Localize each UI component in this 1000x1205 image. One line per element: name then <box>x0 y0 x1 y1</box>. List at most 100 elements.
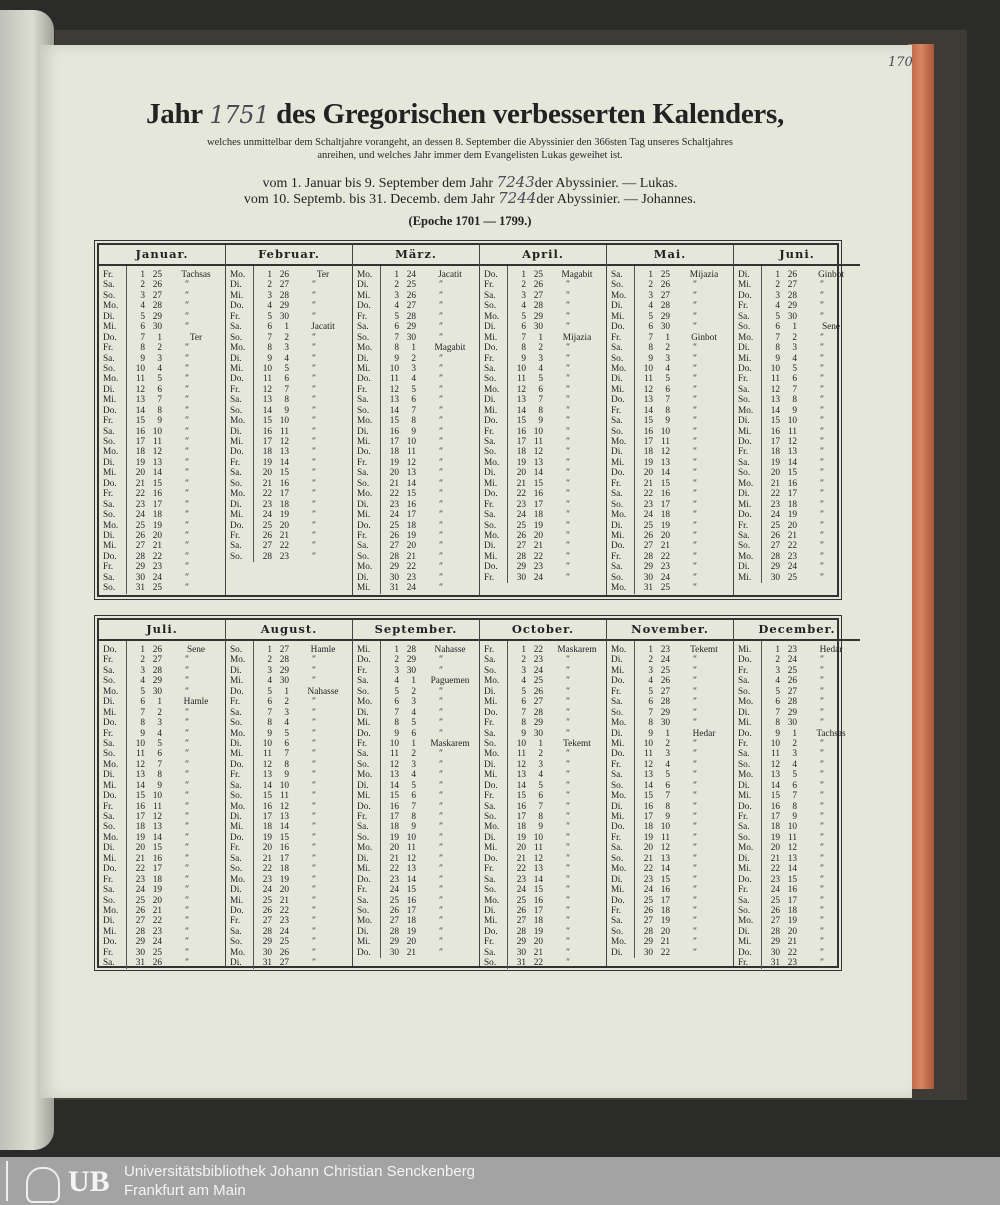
day-row: Do. 11 3 ″ <box>607 749 733 759</box>
weekday: Sa. <box>230 541 242 552</box>
abyssinian-month: ″ <box>185 562 189 573</box>
abyssinian-day: 17 <box>152 499 162 510</box>
gregorian-day: 29 <box>643 937 653 948</box>
day-row: Mo. 8 3 ″ <box>226 343 352 353</box>
gregorian-day: 2 <box>394 280 399 291</box>
abyssinian-day: 25 <box>660 665 670 676</box>
abyssinian-day: 19 <box>660 520 670 531</box>
abyssinian-month: ″ <box>566 384 570 395</box>
day-row: Fr. 20 16 ″ <box>226 843 352 853</box>
day-row: Fr. 7 1 Ginbot <box>607 333 733 343</box>
abyssinian-day: 8 <box>665 405 670 416</box>
abyssinian-month: ″ <box>566 447 570 458</box>
weekday: Mi. <box>738 937 752 948</box>
abyssinian-day: 27 <box>279 280 289 291</box>
weekday: Sa. <box>738 311 750 322</box>
abyssinian-month: ″ <box>820 290 824 301</box>
day-row: Do. 2 29 ″ <box>353 655 479 665</box>
abyssinian-day: 9 <box>792 812 797 822</box>
weekday: Sa. <box>611 270 623 280</box>
abyssinian-month: ″ <box>312 780 316 791</box>
gregorian-day: 10 <box>389 738 399 749</box>
abyssinian-day: 25 <box>533 270 543 280</box>
weekday: So. <box>103 583 116 594</box>
month-column: November. Mo. 1 23 Tekemt Di. 2 24 ″ Mi. 3 25 ″ Do. 4 2… <box>607 620 734 966</box>
abyssinian-month: ″ <box>693 551 697 562</box>
gregorian-day: 18 <box>643 447 653 458</box>
weekday: Fr. <box>357 457 368 468</box>
day-row: So. 1 27 Hamle <box>226 645 352 655</box>
day-row: Mo. 1 23 Tekemt <box>607 645 733 655</box>
gregorian-day: 17 <box>770 437 780 447</box>
weekday: Mi. <box>103 395 117 406</box>
abyssinian-month: ″ <box>185 843 189 854</box>
weekday: So. <box>103 676 116 687</box>
gregorian-day: 18 <box>770 447 780 458</box>
abyssinian-month: ″ <box>312 728 316 739</box>
abyssinian-month: ″ <box>693 812 697 822</box>
day-row: Fr. 22 16 ″ <box>99 489 225 499</box>
gregorian-day: 29 <box>262 937 272 948</box>
abyssinian-day: 25 <box>660 270 670 280</box>
day-row: Sa. 27 22 ″ <box>226 541 352 551</box>
weekday: So. <box>738 686 751 697</box>
gregorian-day: 7 <box>267 332 272 343</box>
weekday: Di. <box>103 697 115 708</box>
abyssinian-month: Ter <box>316 270 330 280</box>
day-row: Mi. 26 20 ″ <box>607 531 733 541</box>
day-row: Di. 27 21 ″ <box>480 541 606 551</box>
abyssinian-month: ″ <box>439 686 443 697</box>
abyssinian-day: 27 <box>533 697 543 708</box>
gregorian-day: 10 <box>643 738 653 749</box>
gregorian-day: 20 <box>643 468 653 479</box>
abyssinian-day: 1 <box>665 728 670 739</box>
abyssinian-month: ″ <box>566 874 570 885</box>
weekday: Sa. <box>611 416 623 427</box>
weekday: Di. <box>357 926 369 937</box>
abyssinian-day: 1 <box>157 332 162 343</box>
day-row: So. 28 21 ″ <box>353 552 479 562</box>
abyssinian-day: 25 <box>406 280 416 291</box>
weekday: Fr. <box>103 655 114 666</box>
gregorian-day: 22 <box>135 864 145 875</box>
gregorian-day: 12 <box>643 384 653 395</box>
gregorian-day: 22 <box>516 864 526 875</box>
abyssinian-month: ″ <box>820 437 824 447</box>
abyssinian-day: 25 <box>533 676 543 687</box>
abyssinian-day: 30 <box>787 718 797 729</box>
weekday: Fr. <box>611 405 622 416</box>
month-column: September. Mi. 1 28 Nahasse Do. 2 29 ″ Fr. 3 30 ″ Sa.… <box>353 620 480 966</box>
abyssinian-day: 13 <box>660 457 670 468</box>
abyssinian-month: ″ <box>693 937 697 948</box>
weekday: Mo. <box>230 489 246 500</box>
weekday: Di. <box>738 416 750 427</box>
day-row: Do. 4 29 ″ <box>226 301 352 311</box>
weekday: Mo. <box>611 864 627 875</box>
gregorian-day: 18 <box>516 822 526 833</box>
abyssinian-month: ″ <box>312 301 316 312</box>
month-header: October. <box>480 620 606 641</box>
day-row: Di. 16 11 ″ <box>226 427 352 437</box>
weekday: Mi. <box>611 457 625 468</box>
day-row: Mo. 15 10 ″ <box>226 416 352 426</box>
day-row: Di. 5 29 ″ <box>99 312 225 322</box>
abyssinian-day: 5 <box>284 363 289 374</box>
abyssinian-day: 19 <box>406 530 416 541</box>
day-row: Do. 30 22 ″ <box>734 948 860 958</box>
gregorian-day: 24 <box>262 885 272 896</box>
abyssinian-month: ″ <box>439 457 443 468</box>
weekday: Sa. <box>738 749 750 760</box>
day-row: Sa. 31 26 ″ <box>99 958 225 968</box>
abyssinian-day: 5 <box>665 770 670 781</box>
abyssinian-month: ″ <box>820 738 824 749</box>
abyssinian-month: ″ <box>566 885 570 896</box>
abyssinian-month: ″ <box>185 874 189 885</box>
abyssinian-month: ″ <box>439 707 443 718</box>
day-row: Mo. 4 28 ″ <box>99 301 225 311</box>
gregorian-day: 22 <box>770 864 780 875</box>
abyssinian-day: 22 <box>533 645 543 655</box>
gregorian-day: 23 <box>262 499 272 510</box>
abyssinian-month: Hamle <box>310 645 336 655</box>
abyssinian-month: ″ <box>693 437 697 447</box>
day-row: Mi. 30 25 ″ <box>734 573 860 583</box>
